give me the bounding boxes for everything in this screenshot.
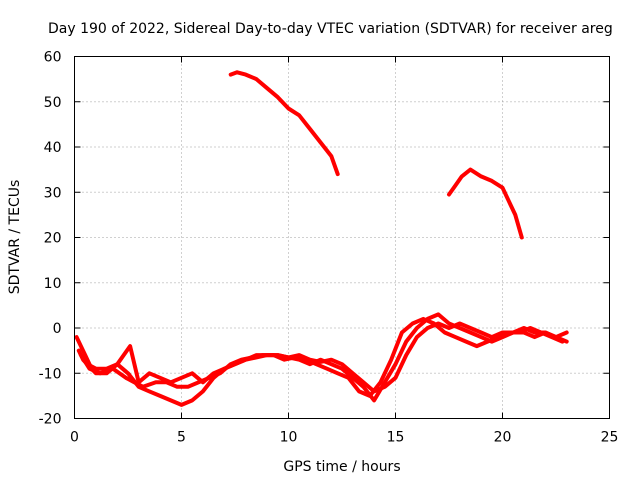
y-tick-label: -10 bbox=[39, 366, 62, 382]
x-axis-label: GPS time / hours bbox=[283, 459, 400, 475]
x-tick-label: 25 bbox=[601, 430, 619, 446]
axis-ticks: 0 5 10 15 20 25 -20 -10 0 10 20 30 40 50 60 bbox=[39, 50, 619, 446]
data-series bbox=[74, 70, 569, 407]
series-line-arc-1 bbox=[74, 312, 569, 403]
y-tick-label: 50 bbox=[44, 95, 62, 111]
x-tick-label: 20 bbox=[494, 430, 512, 446]
y-tick-label: 0 bbox=[53, 321, 62, 337]
x-tick-label: 10 bbox=[280, 430, 298, 446]
y-tick-label: 60 bbox=[44, 50, 62, 66]
y-tick-label: 30 bbox=[44, 185, 62, 201]
grid-lines bbox=[74, 56, 610, 419]
chart-title: Day 190 of 2022, Sidereal Day-to-day VTE… bbox=[48, 21, 613, 37]
y-tick-label: 10 bbox=[44, 276, 62, 292]
y-tick-label: 40 bbox=[44, 140, 62, 156]
x-tick-label: 15 bbox=[387, 430, 405, 446]
series-line-arc-4 bbox=[228, 70, 340, 177]
y-axis-label: SDTVAR / TECUs bbox=[7, 180, 23, 295]
series-line-arc-2 bbox=[76, 321, 569, 407]
y-tick-label: 20 bbox=[44, 231, 62, 247]
y-tick-label: -20 bbox=[39, 412, 62, 428]
series-line-arc-3 bbox=[78, 316, 565, 398]
series-line-arc-5 bbox=[447, 167, 524, 240]
x-tick-label: 5 bbox=[177, 430, 186, 446]
x-tick-label: 0 bbox=[70, 430, 79, 446]
